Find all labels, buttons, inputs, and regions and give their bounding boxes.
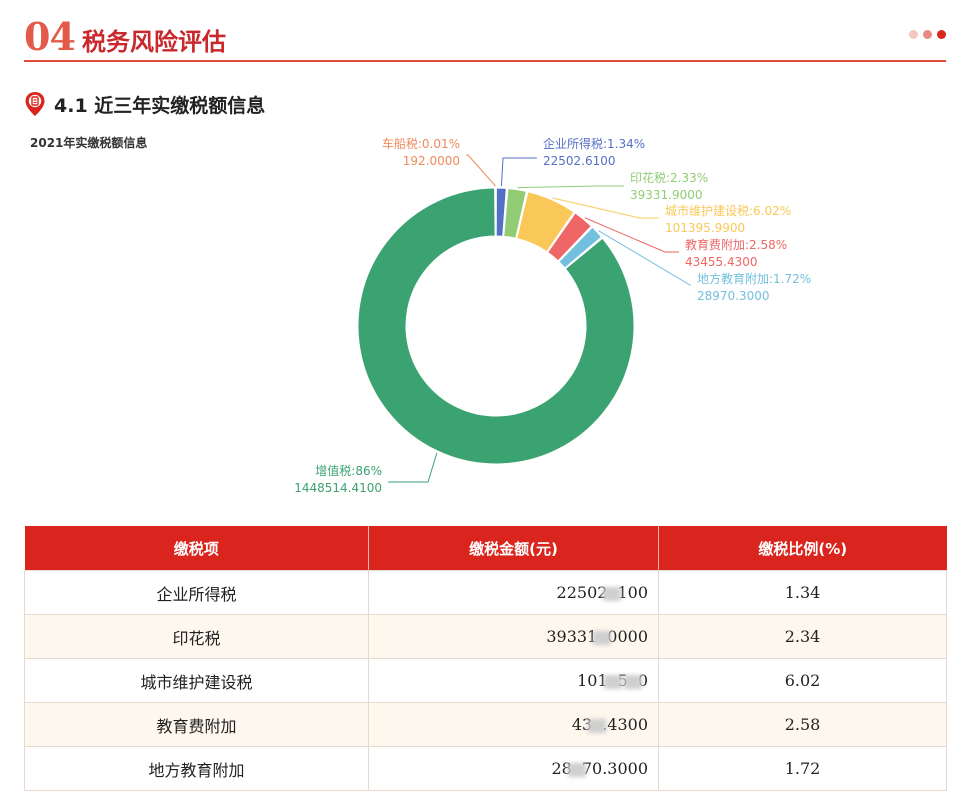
cell-item: 印花税 [25, 615, 369, 659]
header-tax-amount: 缴税金额(元) [369, 526, 659, 571]
amount-part: 70.3000 [582, 759, 648, 778]
slice-value-4: 43455.4300 [685, 255, 758, 269]
amount-part: 39331 [546, 627, 597, 646]
slice-value-0: 192.0000 [403, 154, 460, 168]
table-row: 教育费附加 43.4300 2.58 [25, 703, 947, 747]
leader-line-1 [501, 158, 537, 186]
amount-part: 0000 [607, 627, 648, 646]
header-tax-item: 缴税项 [25, 526, 369, 571]
amount-part: 100 [617, 583, 648, 602]
slice-value-2: 39331.9000 [630, 188, 703, 202]
cell-amount: 22502 100 [369, 571, 659, 615]
slice-label-6: 增值税:86% [315, 463, 382, 478]
cell-item: 教育费附加 [25, 703, 369, 747]
dot-1 [909, 30, 918, 39]
cell-amount: 39331 0000 [369, 615, 659, 659]
cell-ratio: 6.02 [659, 659, 947, 703]
slice-label-5: 地方教育附加:1.72% [697, 271, 811, 286]
cell-item: 企业所得税 [25, 571, 369, 615]
section-title: 税务风险评估 [82, 22, 226, 57]
slice-label-2: 印花税:2.33% [630, 170, 708, 185]
dot-3 [937, 30, 946, 39]
cell-ratio: 1.34 [659, 571, 947, 615]
slice-label-0: 车船税:0.01% [382, 136, 460, 151]
amount-part: 22502 [557, 583, 608, 602]
subsection-title: 4.1 近三年实缴税额信息 [54, 91, 265, 118]
redaction-blur [603, 587, 621, 601]
cell-amount: 43.4300 [369, 703, 659, 747]
cell-ratio: 2.58 [659, 703, 947, 747]
leader-line-6 [388, 453, 437, 482]
cell-item: 地方教育附加 [25, 747, 369, 791]
amount-part: .4300 [602, 715, 648, 734]
donut-chart: 车船税:0.01% 192.0000 企业所得税:1.34% 22502.6100 印花… [0, 130, 962, 505]
table-row: 印花税 39331 0000 2.34 [25, 615, 947, 659]
slice-label-4: 教育费附加:2.58% [685, 237, 787, 252]
subsection-heading: 4.1 近三年实缴税额信息 [24, 90, 265, 118]
redaction-blur [604, 675, 622, 689]
redaction-blur [588, 719, 606, 733]
section-number: 04 [24, 14, 75, 59]
cell-item: 城市维护建设税 [25, 659, 369, 703]
cell-ratio: 1.72 [659, 747, 947, 791]
redaction-blur [568, 763, 586, 777]
header-tax-ratio: 缴税比例(%) [659, 526, 947, 571]
dot-2 [923, 30, 932, 39]
table-row: 企业所得税 22502 100 1.34 [25, 571, 947, 615]
redaction-blur [624, 675, 642, 689]
slice-value-6: 1448514.4100 [294, 481, 382, 495]
pagination-dots [909, 30, 946, 39]
table-header-row: 缴税项 缴税金额(元) 缴税比例(%) [25, 526, 947, 571]
slice-label-1: 企业所得税:1.34% [543, 136, 645, 151]
map-pin-icon [24, 91, 46, 117]
slice-value-3: 101395.9900 [665, 221, 745, 235]
leader-line-2 [517, 186, 624, 188]
slice-value-1: 22502.6100 [543, 154, 616, 168]
section-header: 04 税务风险评估 [24, 8, 946, 62]
redaction-blur [593, 631, 611, 645]
leader-line-0 [466, 155, 495, 186]
slice-value-5: 28970.3000 [697, 289, 770, 303]
slice-label-3: 城市维护建设税:6.02% [665, 203, 791, 218]
cell-ratio: 2.34 [659, 615, 947, 659]
